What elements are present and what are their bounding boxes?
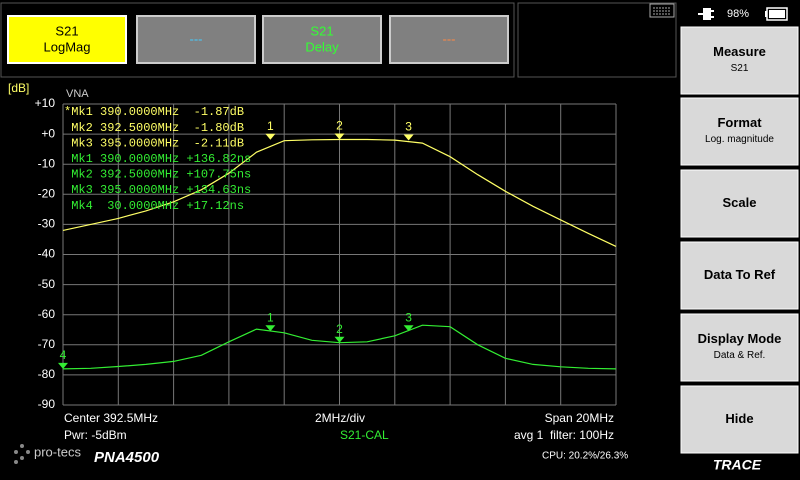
- menu-button-label: Log. magnitude: [705, 134, 774, 145]
- y-tick-label: -80: [38, 367, 56, 381]
- marker-label: 2: [336, 119, 343, 133]
- battery-fill: [769, 10, 785, 18]
- calibration: S21-CAL: [340, 428, 389, 442]
- marker-readout: Mk3 395.0000MHz -2.11dB: [64, 136, 244, 150]
- y-tick-label: -70: [38, 337, 56, 351]
- trace-tab[interactable]: [262, 15, 382, 64]
- tab-label: ---: [443, 31, 456, 46]
- logo-dot: [14, 450, 18, 454]
- y-tick-label: -50: [38, 277, 56, 291]
- logo-dot: [20, 456, 24, 460]
- span: Span 20MHz: [545, 411, 614, 425]
- y-tick-label: -10: [38, 156, 56, 170]
- tab-label: LogMag: [44, 39, 91, 54]
- logo-dot: [26, 450, 30, 454]
- y-tick-label: -20: [38, 186, 56, 200]
- scale-per-div: 2MHz/div: [315, 411, 365, 425]
- battery-level: 98%: [727, 8, 749, 20]
- keyboard-keys: [653, 7, 671, 15]
- logo-dot: [14, 460, 18, 464]
- menu-button[interactable]: [680, 241, 799, 310]
- marker: [334, 133, 345, 140]
- y-tick-label: -90: [38, 397, 56, 411]
- menu-button[interactable]: [680, 169, 799, 238]
- y-tick-label: +10: [35, 96, 56, 110]
- brand: pro-tecs: [34, 444, 81, 459]
- marker: [403, 325, 414, 332]
- menu-button-label: Format: [717, 115, 762, 130]
- y-tick-label: -40: [38, 247, 56, 261]
- marker: [403, 134, 414, 141]
- tab-label: ---: [190, 31, 203, 46]
- marker-readout: Mk4 30.0000MHz +17.12ns: [64, 199, 244, 213]
- menu-button-label: Scale: [723, 195, 757, 210]
- marker-label: 3: [405, 310, 412, 324]
- marker-readout: Mk2 392.5000MHz -1.80dB: [64, 121, 244, 135]
- keyboard-icon[interactable]: [649, 3, 675, 18]
- marker-label: 2: [336, 322, 343, 336]
- battery-tip: [765, 11, 767, 17]
- averaging: avg 1 filter: 100Hz: [514, 428, 614, 442]
- cpu-load: CPU: 20.2%/26.3%: [542, 451, 628, 462]
- marker-label: 1: [267, 119, 274, 133]
- menu-button[interactable]: [680, 313, 799, 382]
- keyboard-outline: [649, 3, 675, 18]
- y-tick-label: +0: [41, 126, 55, 140]
- marker-readout: *Mk1 390.0000MHz -1.87dB: [64, 105, 244, 119]
- trace-tab[interactable]: [389, 15, 509, 64]
- power: Pwr: -5dBm: [64, 428, 127, 442]
- menu-button-label: Display Mode: [698, 331, 782, 346]
- menu-button-label: Hide: [725, 411, 753, 426]
- trace-tab[interactable]: [7, 15, 127, 64]
- trace-line: [62, 324, 617, 370]
- menu-button-label: Data To Ref: [704, 267, 776, 282]
- tab-frame: [0, 2, 515, 78]
- tab-label: S21: [310, 23, 333, 38]
- logo-dots: [14, 444, 30, 464]
- tab-label: Delay: [305, 39, 339, 54]
- marker-readout: Mk2 392.5000MHz +107.75ns: [64, 168, 251, 182]
- menu-button-label: Measure: [713, 44, 766, 59]
- logo-dot: [20, 444, 24, 448]
- tab-label: S21: [55, 23, 78, 38]
- menu-button[interactable]: [680, 97, 799, 166]
- marker-label: 4: [60, 348, 67, 362]
- y-axis-label: [dB]: [8, 81, 29, 95]
- center-frequency: Center 392.5MHz: [64, 411, 158, 425]
- y-tick-label: -30: [38, 217, 56, 231]
- marker-label: 1: [267, 310, 274, 324]
- marker: [58, 362, 68, 369]
- trace-tab[interactable]: [136, 15, 256, 64]
- info-frame: [517, 2, 677, 78]
- menu-button-label: S21: [731, 63, 749, 74]
- model: PNA4500: [94, 449, 160, 466]
- marker-readout: Mk3 395.0000MHz +134.63ns: [64, 183, 251, 197]
- menu-button[interactable]: [680, 385, 799, 454]
- marker-label: 3: [405, 120, 412, 134]
- marker: [334, 336, 345, 343]
- marker: [265, 325, 276, 332]
- menu-button-label: Data & Ref.: [714, 350, 766, 361]
- menu-button[interactable]: [680, 26, 799, 95]
- power-plug-icon: [698, 8, 714, 20]
- menu-title: TRACE: [713, 457, 762, 473]
- marker: [265, 133, 276, 140]
- chart-title: VNA: [66, 88, 89, 100]
- y-tick-label: -60: [38, 307, 56, 321]
- marker-readout: Mk1 390.0000MHz +136.82ns: [64, 152, 251, 166]
